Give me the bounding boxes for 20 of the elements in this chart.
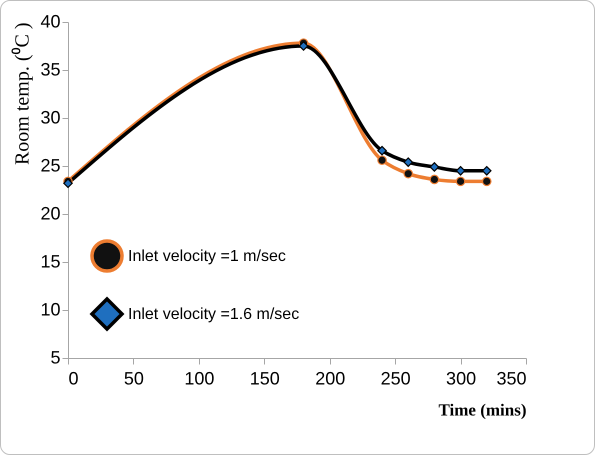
y-tick-label: 25 [40,156,60,176]
legend-label: Inlet velocity =1 m/sec [128,248,286,265]
x-tick-label: 50 [124,368,144,388]
y-tick-label: 20 [40,204,60,224]
y-tick-label: 40 [40,12,60,32]
x-tick-label: 300 [446,368,476,388]
y-tick-label: 10 [40,300,60,320]
y-tick-label: 5 [50,348,60,368]
x-tick-label: 350 [496,368,526,388]
y-tick-label: 15 [40,252,60,272]
x-tick-label: 150 [250,368,280,388]
y-tick-label: 30 [40,108,60,128]
x-tick-label: 250 [380,368,411,388]
x-tick-label: 100 [184,368,214,388]
y-axis-title: Room temp. (⁰C ) [10,22,34,166]
y-tick-label: 35 [40,60,60,80]
legend-label: Inlet velocity =1.6 m/sec [128,306,300,323]
x-tick-label: 0 [68,368,79,388]
x-axis-title: Time (mins) [438,400,526,420]
x-tick-label: 200 [315,368,346,388]
